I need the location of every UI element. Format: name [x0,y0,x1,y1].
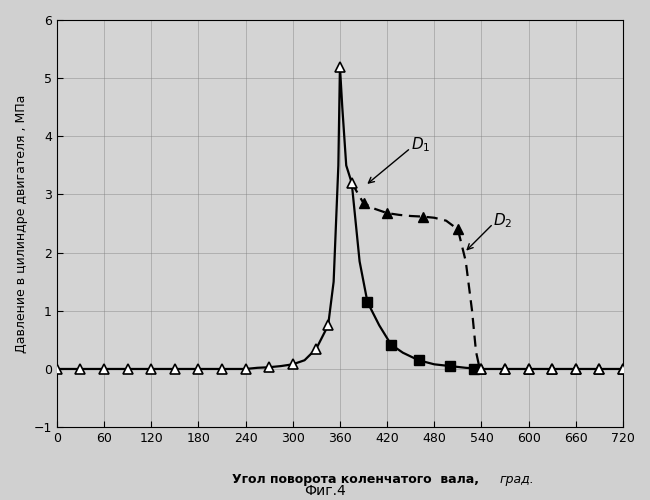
Y-axis label: Давление в цилиндре двигателя , МПа: Давление в цилиндре двигателя , МПа [15,94,28,353]
Text: $D_1$: $D_1$ [411,136,430,154]
Text: град.: град. [499,472,534,486]
Text: Фиг.4: Фиг.4 [304,484,346,498]
Text: Угол поворота коленчатого  вала,: Угол поворота коленчатого вала, [232,472,483,486]
Text: $D_2$: $D_2$ [493,212,513,230]
